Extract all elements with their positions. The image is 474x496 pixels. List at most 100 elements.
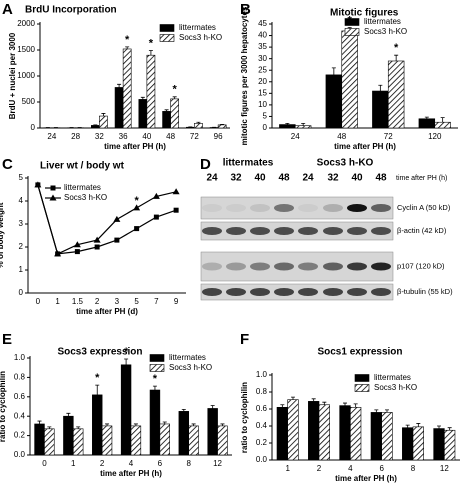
bar [294, 125, 312, 129]
x-axis-label: time after PH (h) [334, 142, 396, 151]
band [323, 288, 343, 296]
y-tick-label: 0.6 [14, 392, 26, 401]
bar [412, 426, 424, 461]
legend-swatch [149, 364, 165, 372]
band [323, 227, 343, 235]
y-tick-label: 5 [19, 173, 24, 182]
band [371, 262, 391, 271]
bar [146, 54, 156, 129]
band [226, 204, 246, 212]
error-bar [374, 409, 379, 413]
error-bar [125, 46, 130, 49]
marker [74, 249, 80, 255]
band [274, 204, 294, 212]
bar [159, 423, 170, 456]
error-bar [164, 109, 169, 112]
band [323, 262, 343, 271]
bar [101, 425, 113, 456]
x-tick-label: 72 [190, 132, 199, 141]
y-tick-label: 0.4 [14, 411, 26, 420]
annotation: * [124, 346, 129, 358]
x-tick-label: 48 [166, 132, 175, 141]
annotation: * [394, 42, 399, 54]
error-bar [416, 423, 421, 427]
marker [113, 215, 121, 222]
marker [172, 188, 180, 195]
bar [418, 118, 436, 129]
legend-swatch [354, 384, 370, 392]
y-tick-label: 500 [22, 97, 36, 106]
bar [120, 364, 132, 456]
y-tick-label: 0.6 [256, 404, 268, 413]
x-tick-label: 8 [411, 464, 416, 473]
marker [94, 244, 100, 250]
x-tick-label: 120 [428, 132, 442, 141]
band [347, 262, 367, 271]
x-tick-label: 2 [317, 464, 322, 473]
error-bar [172, 96, 177, 99]
bar [34, 423, 45, 456]
y-tick-label: 0 [19, 288, 24, 297]
x-tick-label: 12 [213, 459, 222, 468]
band [347, 227, 367, 235]
bar [444, 429, 456, 461]
x-tick-label: 7 [154, 297, 159, 306]
chart-title: Socs1 expression [317, 347, 402, 358]
x-tick-label: 6 [379, 464, 384, 473]
error-bar [37, 420, 42, 424]
marker [49, 194, 57, 201]
x-tick-label: 2 [100, 459, 105, 468]
panel-label: A [2, 1, 13, 18]
y-tick-label: 0 [31, 123, 36, 132]
error-bar [405, 424, 410, 428]
y-tick-label: 0.8 [14, 373, 26, 382]
band [250, 204, 270, 212]
bar [325, 74, 343, 129]
legend-swatch [344, 18, 360, 26]
bar [194, 123, 203, 129]
y-tick-label: 1500 [17, 45, 35, 54]
x-tick-label: 36 [119, 132, 128, 141]
legend-swatch [159, 34, 175, 42]
y-axis-label: mitotic figures per 3000 hepatocytes [240, 6, 249, 145]
band [371, 204, 391, 212]
error-bar [331, 67, 336, 75]
error-bar [394, 54, 399, 61]
y-tick-label: 0.0 [256, 455, 268, 464]
x-tick-label: 5 [134, 297, 139, 306]
lane-label: 48 [278, 173, 290, 184]
bar [178, 411, 190, 456]
x-tick-label: 4 [348, 464, 353, 473]
error-bar [105, 423, 110, 426]
x-tick-label: 96 [214, 132, 223, 141]
y-tick-label: 0 [263, 123, 268, 132]
y-tick-label: 20 [258, 77, 267, 86]
error-bar [343, 402, 348, 406]
error-bar [220, 423, 225, 426]
x-tick-label: 4 [129, 459, 134, 468]
chart-title: Liver wt / body wt [40, 161, 125, 172]
chart-title: Mitotic figures [330, 8, 399, 19]
error-bar [162, 421, 167, 424]
error-bar [191, 423, 196, 426]
bar [433, 428, 445, 461]
legend-label: littermates [374, 373, 411, 382]
error-bar [437, 425, 442, 429]
bar [207, 408, 218, 456]
bar [279, 124, 296, 129]
error-bar [210, 405, 215, 409]
error-bar [124, 358, 129, 365]
band [298, 204, 318, 212]
legend-label: littermates [179, 23, 216, 32]
x-tick-label: 24 [291, 132, 300, 141]
marker [153, 214, 159, 220]
band [202, 227, 222, 235]
band [347, 288, 367, 296]
y-tick-label: 0.2 [14, 431, 26, 440]
error-bar [66, 412, 71, 417]
y-tick-label: 2000 [17, 19, 35, 28]
lane-label: 48 [375, 173, 387, 184]
error-bar [353, 403, 358, 408]
band [202, 204, 222, 212]
